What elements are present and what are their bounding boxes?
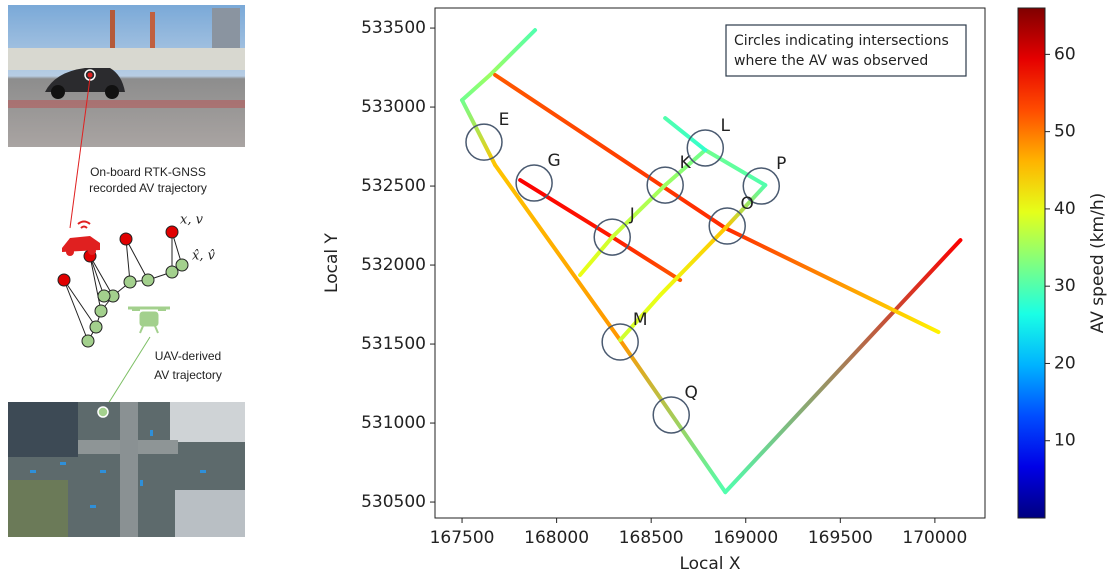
y-tick-label: 530500 (361, 492, 426, 512)
x-tick-label: 168000 (524, 528, 589, 548)
intersection-label: O (741, 194, 754, 214)
state-label: x̂, v̂ (192, 249, 216, 264)
x-tick-label: 168500 (619, 528, 684, 548)
trajectory-segment (460, 72, 493, 103)
colorbar-tick-label: 20 (1054, 353, 1076, 373)
intersection-label: G (548, 151, 561, 171)
uav-photo (8, 402, 245, 537)
trajectory-segment (493, 72, 728, 231)
intersection-label: M (633, 310, 648, 330)
intersection-circle (593, 218, 631, 256)
trajectory-segment (618, 293, 663, 343)
colorbar-tick-label: 10 (1054, 431, 1076, 451)
uav-link (102, 336, 151, 413)
trajectory-segment (723, 226, 941, 335)
trajectory-segment (610, 183, 668, 240)
annotation-text: where the AV was observed (734, 53, 928, 69)
intersection-label: Q (685, 383, 698, 403)
trajectory-segment (618, 338, 728, 495)
intersection-circle (742, 167, 781, 205)
annotation-text: Circles indicating intersections (734, 33, 949, 49)
uav-caption: UAV-derived (155, 349, 221, 363)
colorbar-tick-label: 50 (1054, 122, 1076, 142)
intersection-label: L (721, 116, 731, 136)
x-tick-label: 169000 (713, 528, 778, 548)
uav-caption: AV trajectory (154, 368, 222, 382)
drone-icon (128, 306, 170, 334)
y-tick-label: 532500 (361, 176, 426, 196)
annotation-box (725, 24, 967, 77)
intersection-circle (601, 323, 639, 361)
trajectory-segment (663, 148, 708, 188)
state-label: x, v (180, 213, 204, 228)
node-diagram (57, 225, 189, 348)
y-tick-label: 532000 (361, 255, 426, 275)
onboard-caption: recorded AV trajectory (89, 181, 207, 195)
intersection-label: J (629, 205, 635, 225)
intersection-label: P (776, 154, 786, 174)
intersection-circle (515, 164, 553, 202)
intersection-label: E (499, 110, 510, 130)
onboard-caption: On-board RTK-GNSS (90, 165, 206, 179)
colorbar-tick-label: 40 (1054, 199, 1076, 219)
x-axis-label: Local X (679, 554, 740, 574)
colorbar-tick-label: 60 (1054, 44, 1076, 64)
intersection-circle (652, 396, 690, 434)
trajectory-segment (663, 116, 708, 153)
trajectory-segment (460, 98, 498, 168)
trajectory-segment (658, 226, 728, 298)
colorbar-label: AV speed (km/h) (1088, 193, 1108, 334)
trajectory-segment (488, 28, 538, 77)
trajectory-segment (610, 235, 683, 283)
x-tick-label: 169500 (808, 528, 873, 548)
trajectory-segment (703, 148, 768, 188)
y-axis-label: Local Y (322, 232, 342, 292)
onboard-link (69, 77, 91, 229)
colorbar (1017, 7, 1046, 519)
onboard-photo (8, 5, 245, 147)
y-tick-label: 533500 (361, 18, 426, 38)
intersection-circle (708, 207, 746, 245)
plot-frame (434, 7, 986, 519)
y-tick-label: 531000 (361, 413, 426, 433)
car-icon (62, 220, 100, 256)
trajectory-segment (723, 183, 768, 231)
trajectory-segment (723, 238, 963, 495)
intersection-circle (686, 129, 725, 167)
y-tick-label: 531500 (361, 334, 426, 354)
x-tick-label: 167500 (430, 528, 495, 548)
colorbar-tick-label: 30 (1054, 276, 1076, 296)
intersection-label: K (680, 153, 692, 173)
trajectory-segment (493, 163, 623, 343)
y-tick-label: 533000 (361, 97, 426, 117)
x-tick-label: 170000 (902, 528, 967, 548)
intersection-circle (465, 123, 503, 161)
intersection-circle (646, 166, 684, 204)
trajectory-segment (578, 235, 615, 278)
trajectory-segment (518, 178, 615, 240)
